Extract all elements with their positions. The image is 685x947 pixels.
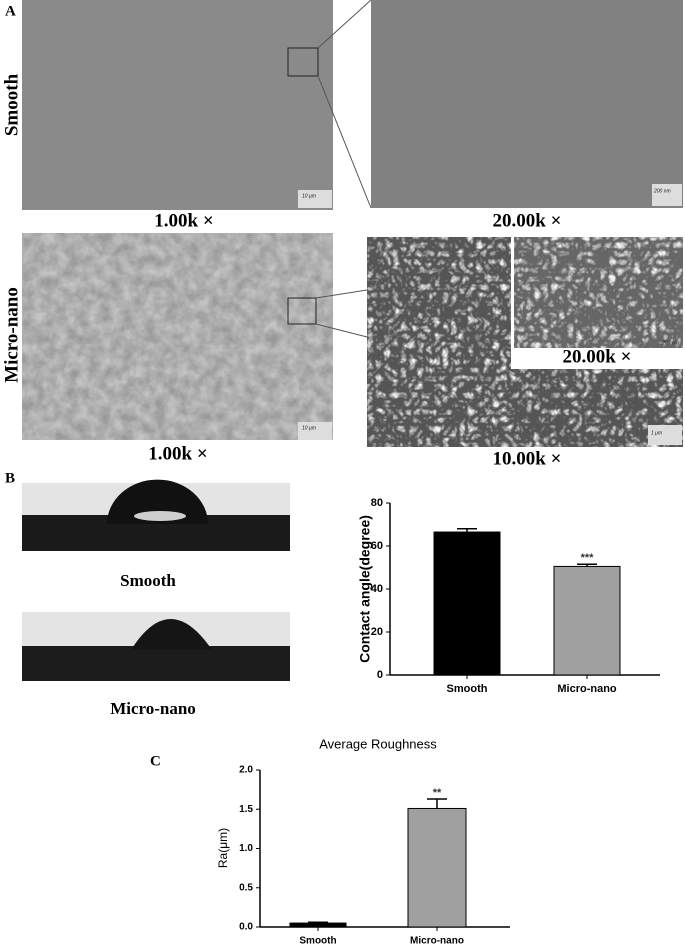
error-bar xyxy=(427,798,447,809)
error-bar xyxy=(457,528,477,533)
y-axis-label: Ra(μm) xyxy=(216,828,230,868)
scale-bar: 1 μm xyxy=(651,430,662,436)
magnification: 20.00k × xyxy=(493,210,562,231)
row-label: Micro-nano xyxy=(1,287,22,383)
sem-texture xyxy=(514,237,683,348)
y-tick-label: 2.0 xyxy=(239,765,253,776)
error-bar xyxy=(577,563,597,567)
x-tick-label: Micro-nano xyxy=(410,936,464,947)
bar xyxy=(553,565,621,676)
droplet xyxy=(107,479,208,524)
sem-texture xyxy=(22,233,333,440)
zoom-line xyxy=(315,289,368,299)
error-bar xyxy=(308,921,328,924)
droplet xyxy=(131,619,212,650)
significance: *** xyxy=(581,552,595,564)
panel-label: B xyxy=(5,470,15,486)
scale-bar: 200 nm xyxy=(661,340,679,346)
y-tick-label: 1.5 xyxy=(239,804,253,815)
sem-image xyxy=(22,0,333,210)
y-axis-label: Contact angle(degree) xyxy=(357,515,373,663)
magnification: 20.00k × xyxy=(563,346,632,367)
scale-bar: 10 μm xyxy=(302,425,316,431)
zoom-box xyxy=(287,47,319,77)
zoom-box xyxy=(287,297,317,325)
y-tick-label: 80 xyxy=(371,497,383,509)
y-tick-label: 20 xyxy=(371,626,383,638)
panel-label: A xyxy=(5,3,16,19)
y-tick-label: 0.5 xyxy=(239,882,253,893)
bar xyxy=(407,807,467,928)
droplet-label: Smooth xyxy=(120,571,176,590)
scale-box xyxy=(298,190,332,208)
row-label: Smooth xyxy=(1,73,22,136)
magnification: 1.00k × xyxy=(154,210,213,231)
x-tick-label: Micro-nano xyxy=(557,683,617,695)
scale-bar: 10 μm xyxy=(302,193,316,199)
x-tick-label: Smooth xyxy=(447,683,488,695)
scale-bar: 200 nm xyxy=(653,188,671,194)
significance: ** xyxy=(433,787,442,799)
zoom-line xyxy=(317,75,372,209)
zoom-line xyxy=(315,323,368,338)
scale-box xyxy=(652,184,682,206)
scale-box xyxy=(648,425,682,445)
y-tick-label: 0.0 xyxy=(239,922,253,933)
panel-label: C xyxy=(150,753,161,769)
bar xyxy=(289,922,347,928)
y-tick-label: 0 xyxy=(377,669,383,681)
sem-image xyxy=(371,0,683,208)
substrate xyxy=(22,646,290,681)
magnification: 10.00k × xyxy=(493,448,562,469)
y-tick-label: 1.0 xyxy=(239,843,253,854)
chart-title: Average Roughness xyxy=(319,736,437,751)
y-tick-label: 40 xyxy=(371,583,383,595)
x-tick-label: Smooth xyxy=(299,936,336,947)
bar xyxy=(433,531,501,676)
zoom-line xyxy=(317,0,372,49)
y-tick-label: 60 xyxy=(371,540,383,552)
droplet-highlight xyxy=(134,511,186,521)
magnification: 1.00k × xyxy=(148,443,207,464)
scale-box xyxy=(298,422,332,440)
droplet-label: Micro-nano xyxy=(110,699,196,718)
